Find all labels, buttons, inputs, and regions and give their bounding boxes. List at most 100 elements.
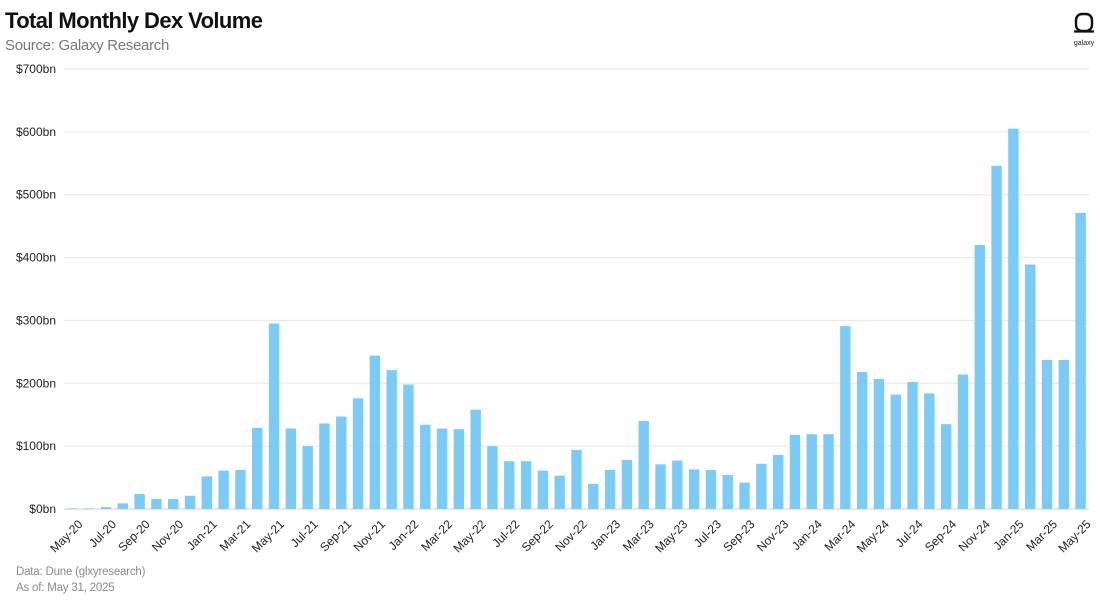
bar-dec-22 — [588, 483, 599, 509]
bar-dec-20 — [184, 495, 196, 509]
bar-oct-23 — [756, 463, 767, 509]
bar-apr-22 — [453, 429, 465, 509]
x-tick-label: Mar-24 — [822, 517, 859, 554]
bar-mar-23 — [638, 421, 649, 509]
x-tick-label: May-22 — [451, 517, 489, 555]
bar-feb-24 — [823, 434, 834, 509]
x-tick-label: Mar-21 — [217, 517, 254, 554]
bar-sep-22 — [537, 470, 549, 509]
y-tick-label: $400bn — [16, 251, 56, 265]
bar-feb-22 — [420, 424, 431, 509]
x-tick-label: May-21 — [249, 517, 287, 555]
galaxy-logo: galaxy — [1068, 12, 1100, 47]
bar-feb-21 — [218, 470, 229, 509]
bar-feb-23 — [621, 459, 633, 509]
x-tick-label: May-24 — [854, 517, 892, 555]
bar-nov-24 — [974, 245, 985, 509]
bar-nov-21 — [369, 355, 381, 509]
y-tick-label: $500bn — [16, 188, 56, 202]
x-tick-label: Mar-23 — [620, 517, 657, 554]
x-tick-label: May-25 — [1055, 517, 1093, 555]
y-tick-label: $700bn — [16, 62, 56, 76]
bar-sep-21 — [336, 416, 347, 509]
bar-mar-22 — [436, 428, 448, 509]
chart-subtitle: Source: Galaxy Research — [5, 37, 170, 54]
bar-jun-23 — [688, 469, 700, 509]
as-of-note: As of: May 31, 2025 — [16, 582, 115, 594]
bar-jul-23 — [705, 470, 717, 509]
x-tick-label: Sep-20 — [115, 517, 152, 554]
bar-may-22 — [470, 409, 481, 509]
bar-mar-25 — [1041, 360, 1053, 509]
x-tick-label: Nov-21 — [351, 517, 388, 554]
bar-oct-24 — [957, 374, 969, 509]
x-tick-label: May-23 — [652, 517, 690, 555]
bar-nov-20 — [168, 498, 179, 509]
bar-aug-23 — [722, 475, 733, 509]
bar-aug-21 — [319, 423, 330, 509]
x-tick-label: Mar-22 — [418, 517, 455, 554]
bar-may-21 — [268, 323, 280, 509]
x-tick-label: Jan-25 — [991, 517, 1027, 553]
gridlines — [64, 68, 1089, 510]
x-tick-label: Jul-23 — [691, 517, 724, 550]
bar-sep-23 — [739, 482, 750, 509]
bar-jan-22 — [403, 384, 414, 509]
bar-may-24 — [873, 378, 885, 509]
bar-jun-20 — [84, 508, 95, 509]
bar-oct-20 — [151, 498, 162, 509]
bar-oct-22 — [554, 475, 565, 509]
x-tick-label: Sep-23 — [720, 517, 757, 554]
bar-apr-23 — [655, 464, 666, 509]
bar-aug-20 — [117, 503, 129, 509]
y-axis: $0bn $100bn $200bn $300bn $400bn $500bn $600bn… — [16, 62, 56, 516]
bar-jun-22 — [487, 446, 498, 509]
y-tick-label: $600bn — [16, 125, 56, 139]
x-tick-label: Sep-22 — [519, 517, 556, 554]
bar-jan-25 — [1008, 128, 1019, 509]
bar-jul-22 — [504, 461, 515, 509]
x-tick-label: Nov-23 — [754, 517, 791, 554]
bar-dec-21 — [386, 370, 397, 509]
bar-jan-21 — [201, 476, 213, 509]
x-tick-label: Jul-24 — [893, 517, 926, 550]
bar-sep-20 — [134, 493, 145, 509]
x-tick-label: Nov-20 — [149, 517, 186, 554]
bar-may-23 — [672, 460, 683, 509]
x-tick-label: Jan-21 — [184, 517, 220, 553]
bar-apr-25 — [1058, 360, 1070, 509]
bar-jul-21 — [302, 446, 313, 509]
x-tick-label: Mar-25 — [1023, 517, 1060, 554]
bars — [67, 128, 1086, 510]
chart-footer: Data: Dune (glxyresearch) As of: May 31,… — [16, 564, 145, 596]
bar-sep-24 — [940, 424, 952, 509]
x-tick-label: Jul-20 — [86, 517, 119, 550]
bar-dec-23 — [789, 434, 801, 509]
x-tick-label: Sep-21 — [317, 517, 354, 554]
bar-jun-21 — [285, 428, 297, 509]
bar-aug-24 — [924, 393, 935, 509]
bar-nov-23 — [772, 454, 784, 509]
x-tick-label: Nov-22 — [552, 517, 589, 554]
x-tick-label: Jul-22 — [489, 517, 522, 550]
x-tick-label: Nov-24 — [956, 517, 993, 554]
bar-apr-24 — [856, 371, 868, 509]
y-tick-label: $300bn — [16, 313, 56, 327]
data-source-note: Data: Dune (glxyresearch) — [16, 566, 146, 578]
bar-jun-24 — [890, 394, 901, 509]
bar-may-20 — [67, 508, 78, 509]
x-tick-label: Jul-21 — [288, 517, 321, 550]
x-tick-label: Jan-22 — [386, 517, 422, 553]
bar-jul-24 — [907, 382, 918, 509]
bar-jul-20 — [100, 507, 112, 509]
bar-aug-22 — [520, 461, 532, 509]
x-tick-label: Jan-23 — [587, 517, 623, 553]
x-tick-label: May-20 — [47, 517, 85, 555]
bar-mar-21 — [235, 470, 246, 509]
bar-apr-21 — [252, 427, 263, 509]
bar-jan-24 — [806, 434, 817, 509]
bar-dec-24 — [991, 165, 1002, 510]
x-axis: May-20 Jul-20Sep-20Nov-20Jan-21Mar-21May-… — [47, 517, 1094, 555]
y-tick-label: $200bn — [16, 376, 56, 390]
